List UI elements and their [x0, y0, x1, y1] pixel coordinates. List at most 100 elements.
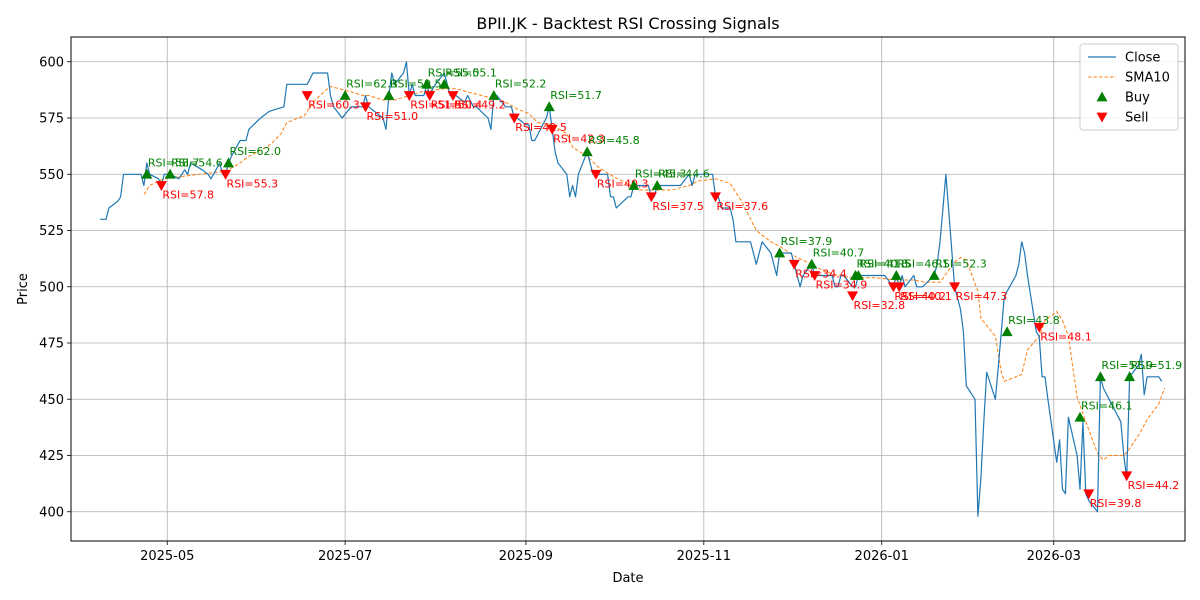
buy-rsi-label: RSI=45.8	[588, 134, 640, 147]
sell-marker	[809, 271, 821, 281]
buy-marker	[651, 180, 663, 190]
y-axis-ticks: 400 425 450 475 500 525 550 575 600	[39, 55, 71, 520]
sell-rsi-label: RSI=39.8	[1090, 497, 1142, 510]
buy-rsi-label: RSI=40.8	[856, 258, 908, 271]
sell-marker	[301, 91, 313, 101]
legend-label-buy: Buy	[1125, 91, 1150, 106]
sell-marker	[1033, 322, 1045, 333]
sell-marker	[155, 181, 167, 191]
x-tick-label: 2026-01	[855, 549, 909, 564]
sell-rsi-label: RSI=51.0	[367, 110, 419, 123]
sell-rsi-label: RSI=40.1	[900, 290, 952, 303]
buy-rsi-label: RSI=52.2	[495, 78, 547, 91]
buy-rsi-label: RSI=55.0	[428, 66, 480, 79]
buy-marker	[852, 270, 864, 280]
y-tick-label: 525	[39, 224, 64, 239]
x-tick-label: 2025-07	[318, 549, 372, 564]
sell-rsi-label: RSI=37.5	[652, 200, 704, 213]
sell-rsi-label: RSI=50.4	[431, 99, 483, 112]
buy-rsi-label: RSI=62.3	[346, 78, 398, 91]
y-tick-label: 550	[39, 168, 64, 183]
buy-marker	[1074, 411, 1086, 422]
buy-marker	[890, 270, 902, 280]
x-tick-label: 2025-09	[499, 549, 553, 564]
sell-rsi-label: RSI=48.1	[1040, 330, 1092, 343]
buy-rsi-label: RSI=37.9	[781, 235, 833, 248]
legend-label-sell: Sell	[1125, 111, 1148, 126]
buy-rsi-label: RSI=46.1	[1081, 399, 1133, 412]
x-tick-label: 2025-05	[140, 549, 194, 564]
buy-rsi-label: RSI=45.3	[635, 168, 687, 181]
sell-rsi-label: RSI=51.5	[410, 99, 462, 112]
buy-rsi-label: RSI=52.3	[935, 258, 987, 271]
buy-rsi-label: RSI=46.1	[897, 258, 949, 271]
sell-rsi-label: RSI=37.6	[716, 200, 768, 213]
plot-area	[100, 61, 1166, 517]
buy-marker	[164, 168, 176, 179]
buy-rsi-label: RSI=58.7	[148, 156, 200, 169]
sell-rsi-label: RSI=34.9	[816, 279, 868, 292]
buy-marker	[543, 101, 555, 112]
x-tick-label: 2025-11	[677, 549, 731, 564]
buy-marker	[488, 90, 500, 100]
sell-marker	[424, 91, 436, 101]
grid-lines	[71, 37, 1185, 541]
sell-marker	[590, 169, 602, 180]
sell-rsi-label: RSI=47.3	[956, 290, 1008, 303]
chart-title: BPII.JK - Backtest RSI Crossing Signals	[476, 14, 779, 33]
y-tick-label: 475	[39, 337, 64, 352]
buy-rsi-label: RSI=40.7	[813, 246, 865, 259]
sell-marker	[403, 91, 415, 101]
series-line-sma10	[143, 86, 1166, 461]
x-tick-label: 2026-03	[1027, 549, 1081, 564]
sell-marker	[508, 113, 520, 124]
buy-marker	[1124, 371, 1136, 382]
sell-rsi-label: RSI=42.3	[553, 132, 605, 145]
y-tick-label: 425	[39, 449, 64, 464]
sell-rsi-label: RSI=55.3	[227, 177, 279, 190]
legend-swatch-sell	[1096, 112, 1108, 123]
legend-swatch-buy	[1096, 91, 1108, 102]
legend-label-close: Close	[1125, 51, 1160, 66]
signal-markers: RSI=58.7 RSI=57.8 RSI=54.6 RSI=55.3 RSI=62.0…	[141, 66, 1182, 510]
x-axis-ticks: 2025-05 2025-07 2025-09 2025-11 2026-01 2026-…	[140, 541, 1081, 564]
sell-rsi-label: RSI=34.4	[795, 267, 847, 280]
buy-rsi-label: RSI=43.8	[1008, 314, 1060, 327]
buy-rsi-label: RSI=44.6	[658, 168, 710, 181]
sell-rsi-label: RSI=40.2	[894, 290, 946, 303]
buy-marker	[438, 78, 450, 89]
buy-marker	[1001, 326, 1013, 337]
y-tick-label: 600	[39, 55, 64, 70]
y-tick-label: 450	[39, 393, 64, 408]
sell-rsi-label: RSI=57.8	[162, 189, 214, 202]
y-axis-label: Price	[16, 273, 31, 305]
y-tick-label: 500	[39, 280, 64, 295]
y-tick-label: 400	[39, 505, 64, 520]
buy-marker	[222, 157, 234, 168]
legend: Close SMA10 Buy Sell	[1079, 43, 1179, 131]
buy-rsi-label: RSI=55.1	[445, 66, 497, 79]
buy-rsi-label: RSI=62.0	[229, 145, 281, 158]
sell-rsi-label: RSI=49.2	[454, 99, 506, 112]
sell-marker	[1121, 471, 1133, 482]
buy-rsi-label: RSI=51.9	[1131, 359, 1183, 372]
sell-rsi-label: RSI=44.2	[1128, 479, 1180, 492]
buy-marker	[628, 180, 640, 190]
x-axis-label: Date	[612, 571, 643, 586]
buy-marker	[421, 78, 433, 89]
buy-marker	[383, 90, 395, 100]
buy-marker	[1094, 371, 1106, 382]
sell-marker	[645, 192, 657, 203]
sell-marker	[360, 102, 372, 113]
sell-marker	[709, 192, 721, 203]
sell-marker	[447, 91, 459, 101]
y-tick-label: 575	[39, 112, 64, 127]
buy-marker	[774, 247, 786, 258]
sell-marker	[220, 169, 232, 180]
sell-rsi-label: RSI=32.8	[854, 299, 906, 312]
plot-frame	[70, 36, 1186, 542]
buy-rsi-label: RSI=54.6	[171, 156, 223, 169]
buy-rsi-label: RSI=51.9	[1101, 359, 1153, 372]
sell-rsi-label: RSI=60.3	[308, 99, 360, 112]
sell-marker	[1083, 489, 1095, 500]
